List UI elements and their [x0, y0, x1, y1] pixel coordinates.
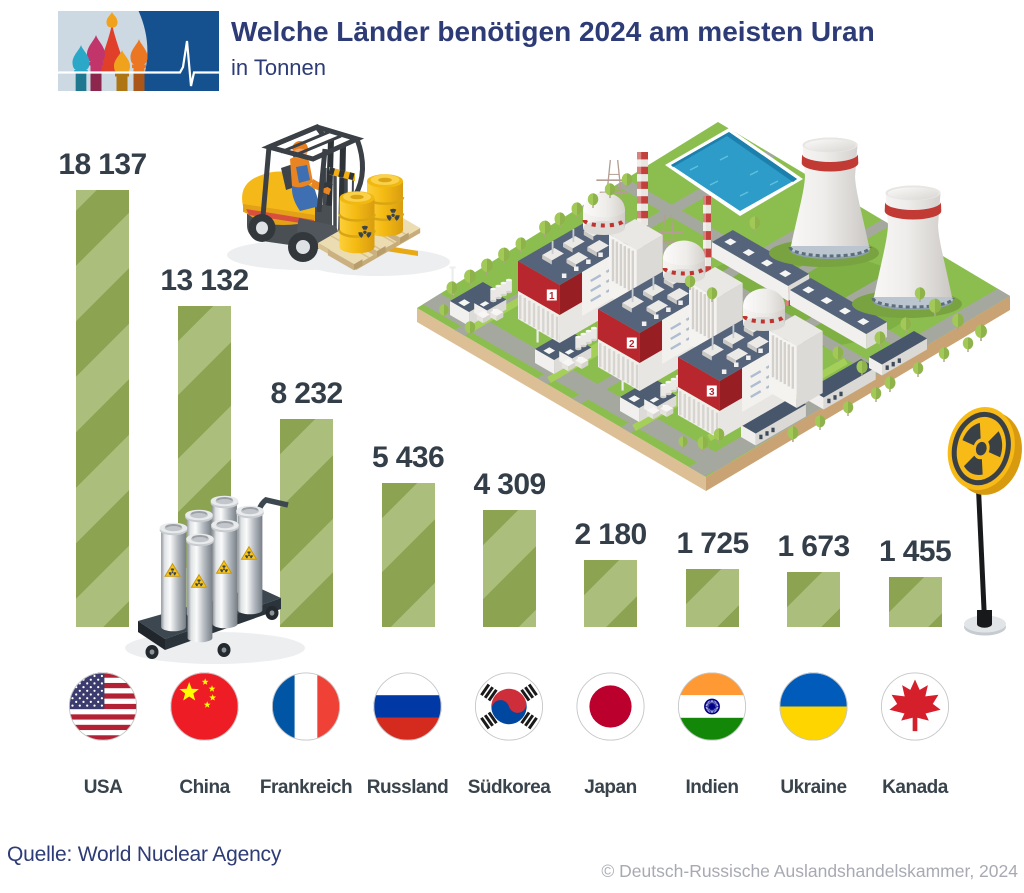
svg-text:3: 3: [709, 387, 715, 398]
svg-text:1: 1: [549, 291, 555, 302]
svg-text:2: 2: [629, 339, 635, 350]
